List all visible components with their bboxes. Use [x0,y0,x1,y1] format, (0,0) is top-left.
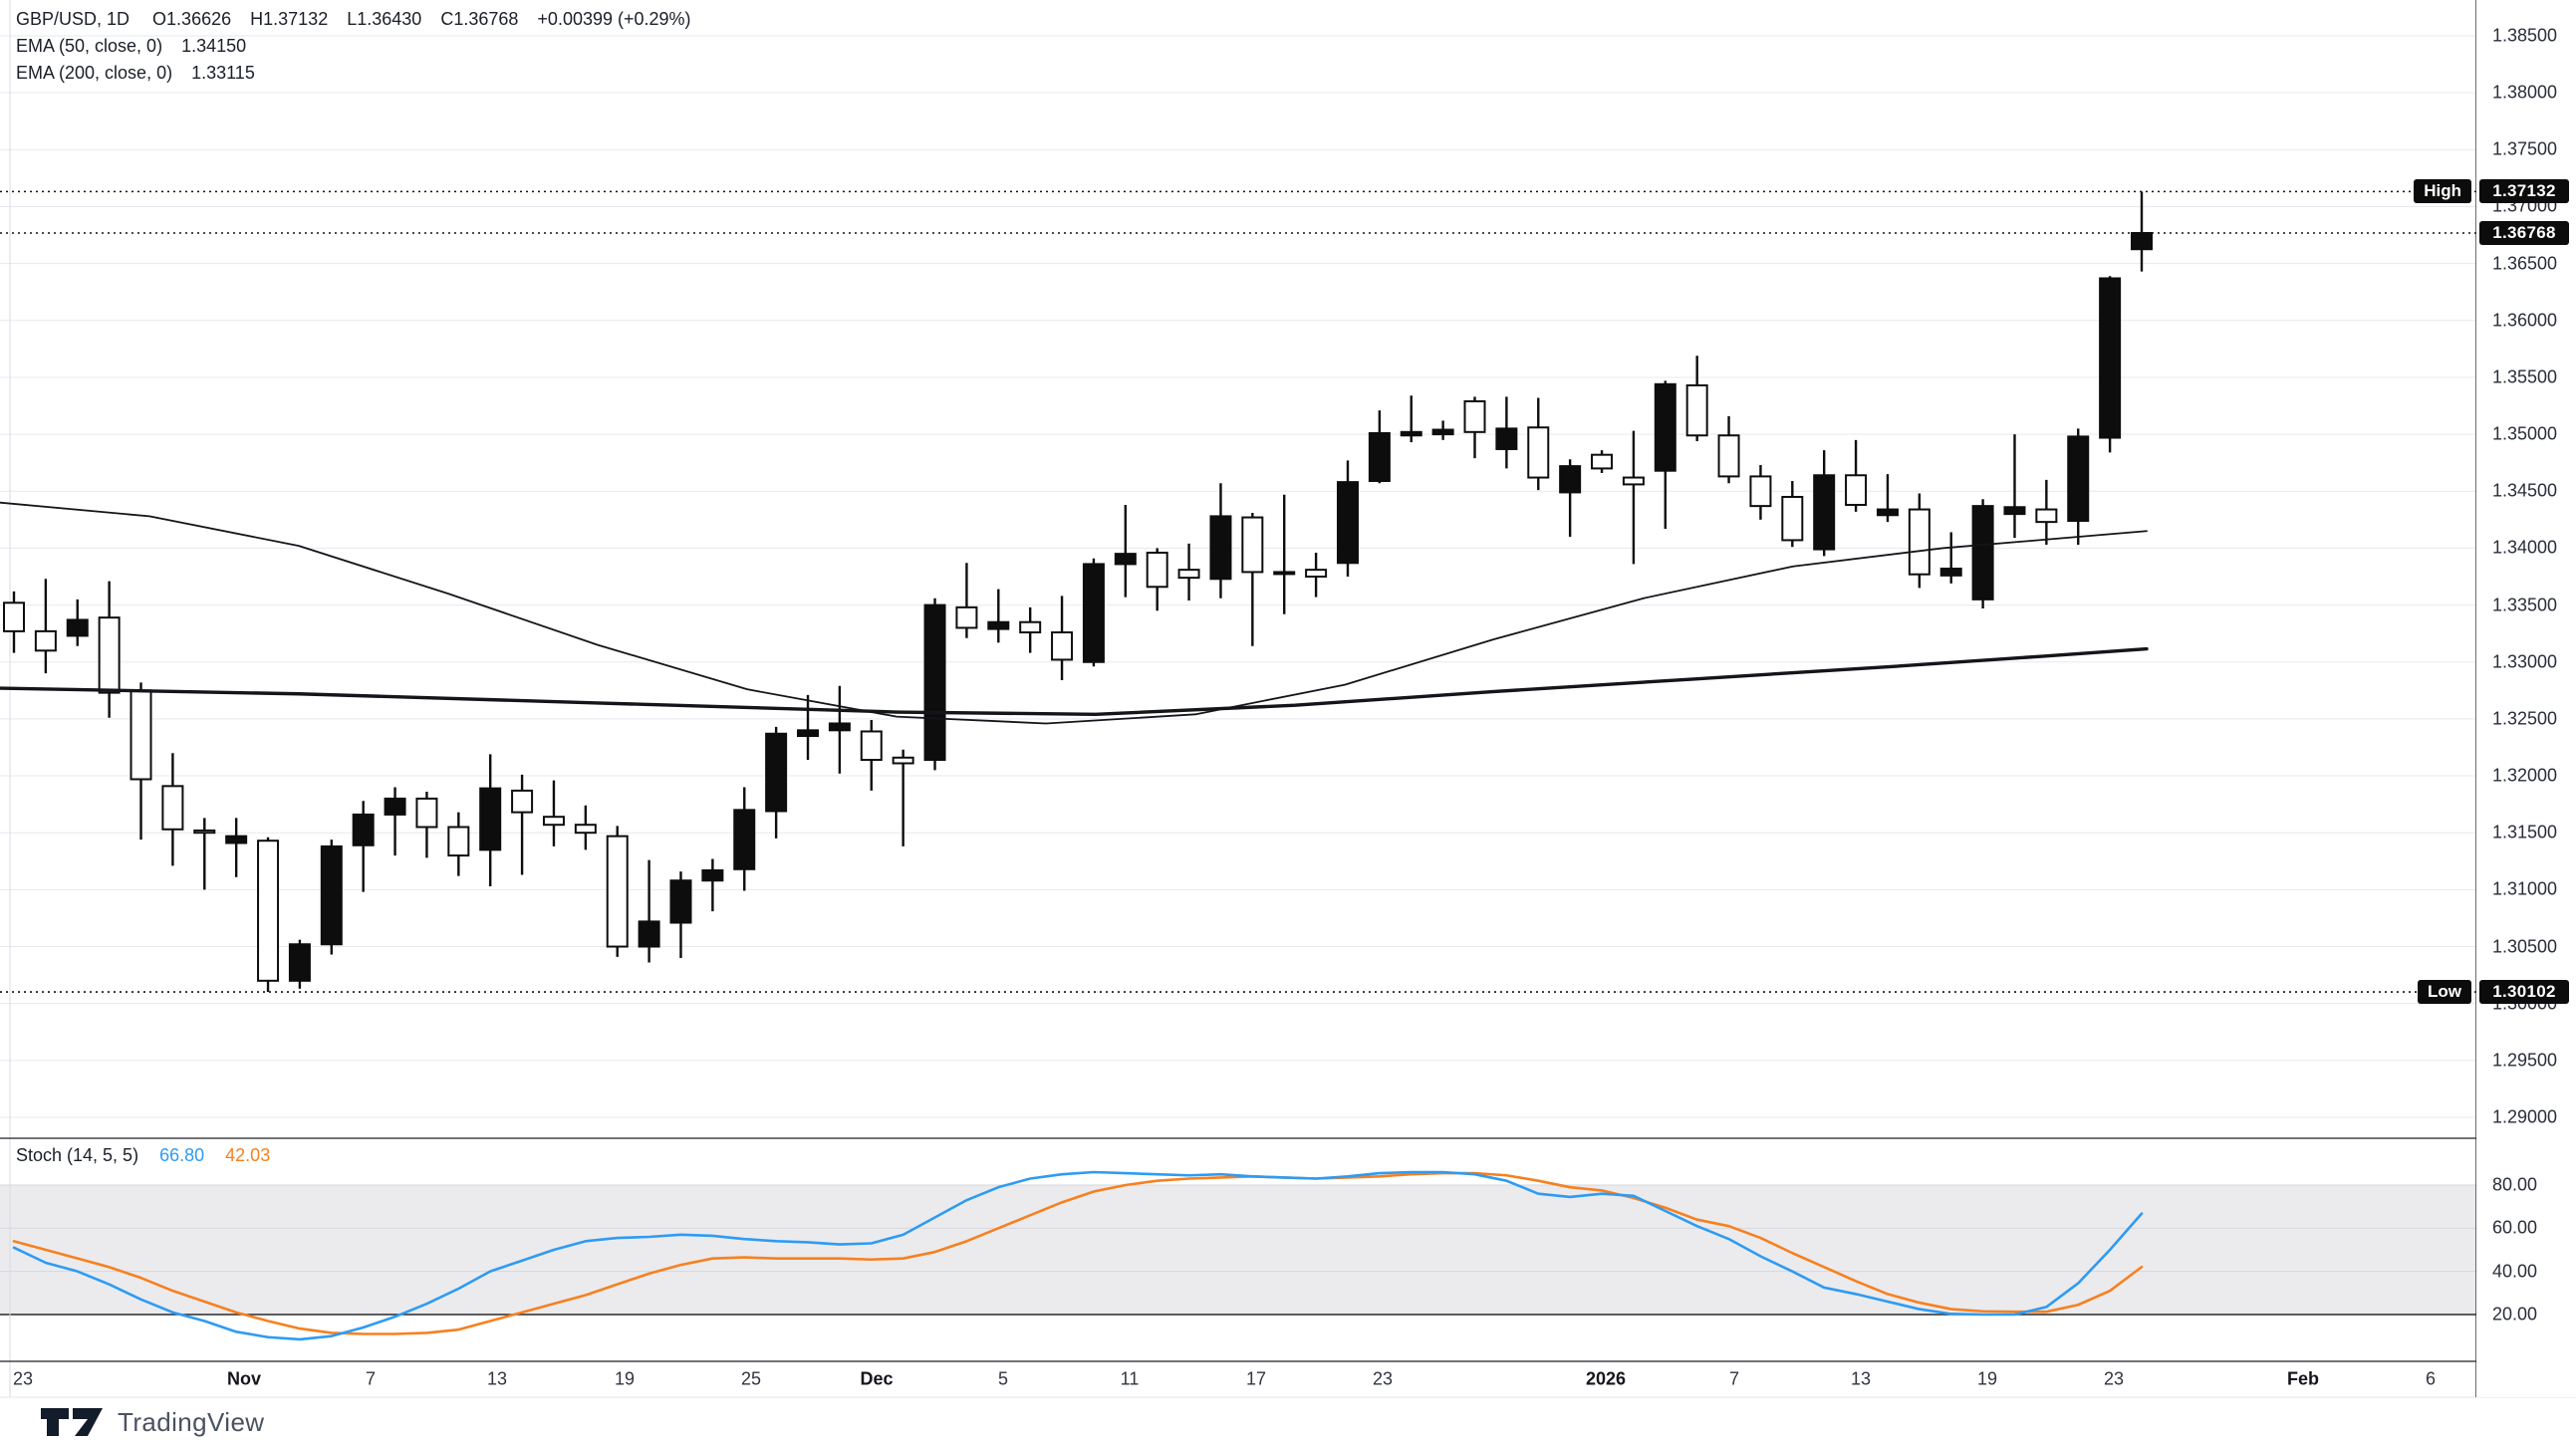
time-axis-label: 19 [1976,1368,1998,1389]
high-price-badge: 1.37132 [2479,179,2569,204]
time-axis-label: 23 [12,1368,34,1389]
ema200-value: 1.33115 [191,63,255,83]
ema50-value: 1.34150 [181,36,247,56]
price-axis-label: 1.36500 [2492,253,2558,274]
symbol-ohlc-row[interactable]: GBP/USD, 1D O1.36626 H1.37132 L1.36430 C… [16,6,705,33]
time-axis-label: 2026 [1585,1368,1627,1389]
stoch-axis-label: 80.00 [2492,1174,2538,1195]
time-axis-label: 5 [997,1368,1009,1389]
stochastic-legend-row[interactable]: Stoch (14, 5, 5) 66.80 42.03 [16,1145,286,1166]
price-axis-label: 1.31000 [2492,878,2558,899]
time-axis-label: 13 [486,1368,508,1389]
time-axis-label: 7 [365,1368,377,1389]
time-axis-label: Dec [860,1368,894,1389]
time-axis-label: Feb [2286,1368,2320,1389]
time-axis[interactable]: 23 Nov 7 13 19 25 Dec 5 11 17 23 2026 7 13 19 23 Feb 6 [0,1361,2576,1397]
time-axis-label: 23 [2103,1368,2125,1389]
time-axis-label: 11 [1120,1368,1140,1389]
price-axis-label: 1.37500 [2492,138,2558,159]
price-axis-label: 1.35000 [2492,423,2558,444]
low-marker-tag: Low [2418,980,2471,1005]
price-axis-label: 1.38500 [2492,25,2558,46]
price-axis-label: 1.38000 [2492,82,2558,103]
stochastic-d-value: 42.03 [225,1145,271,1165]
tradingview-logo-text: TradingView [118,1406,265,1437]
time-axis-label: 13 [1850,1368,1872,1389]
time-axis-label: 6 [2425,1368,2437,1389]
ohlc-open: O1.36626 [152,9,232,29]
ema200-legend-row[interactable]: EMA (200, close, 0) 1.33115 [16,60,705,87]
stoch-axis-label: 60.00 [2492,1217,2538,1238]
tradingview-logo[interactable]: TradingView [40,1406,264,1438]
price-axis-label: 1.32000 [2492,765,2558,786]
price-axis-label: 1.32500 [2492,708,2558,729]
time-axis-label: 19 [614,1368,636,1389]
price-axis-label: 1.29500 [2492,1050,2558,1071]
stochastic-k-value: 66.80 [159,1145,205,1165]
price-axis-label: 1.33500 [2492,595,2558,615]
tradingview-logo-icon [41,1408,103,1436]
ema50-label: EMA (50, close, 0) [16,36,163,56]
price-axis-label: 1.31500 [2492,822,2558,842]
high-marker-tag: High [2414,179,2471,204]
ema50-legend-row[interactable]: EMA (50, close, 0) 1.34150 [16,33,705,60]
price-axis[interactable]: 1.38500 1.38000 1.37500 1.37000 1.36500 1.360… [2476,0,2576,1397]
price-axis-label: 1.35500 [2492,366,2558,387]
symbol-legend[interactable]: GBP/USD, 1D O1.36626 H1.37132 L1.36430 C… [16,6,705,87]
price-axis-label: 1.29000 [2492,1106,2558,1127]
time-axis-label: Nov [226,1368,262,1389]
price-axis-label: 1.30500 [2492,936,2558,957]
low-price-badge: 1.30102 [2479,980,2569,1005]
ohlc-high: H1.37132 [250,9,329,29]
price-axis-label: 1.33000 [2492,651,2558,672]
stochastic-label: Stoch (14, 5, 5) [16,1145,139,1165]
price-axis-label: 1.34000 [2492,537,2558,558]
stoch-axis-label: 40.00 [2492,1261,2538,1282]
ema200-label: EMA (200, close, 0) [16,63,173,83]
time-axis-label: 23 [1372,1368,1394,1389]
ohlc-low: L1.36430 [347,9,422,29]
ohlc-close: C1.36768 [440,9,519,29]
price-axis-label: 1.36000 [2492,310,2558,331]
last-price-badge: 1.36768 [2479,220,2569,245]
stoch-axis-label: 20.00 [2492,1304,2538,1324]
ohlc-change: +0.00399 (+0.29%) [537,9,691,29]
time-axis-label: 17 [1245,1368,1267,1389]
price-axis-label: 1.34500 [2492,480,2558,501]
symbol-name: GBP/USD, 1D [16,9,130,29]
time-axis-label: 25 [740,1368,762,1389]
time-axis-label: 7 [1728,1368,1740,1389]
